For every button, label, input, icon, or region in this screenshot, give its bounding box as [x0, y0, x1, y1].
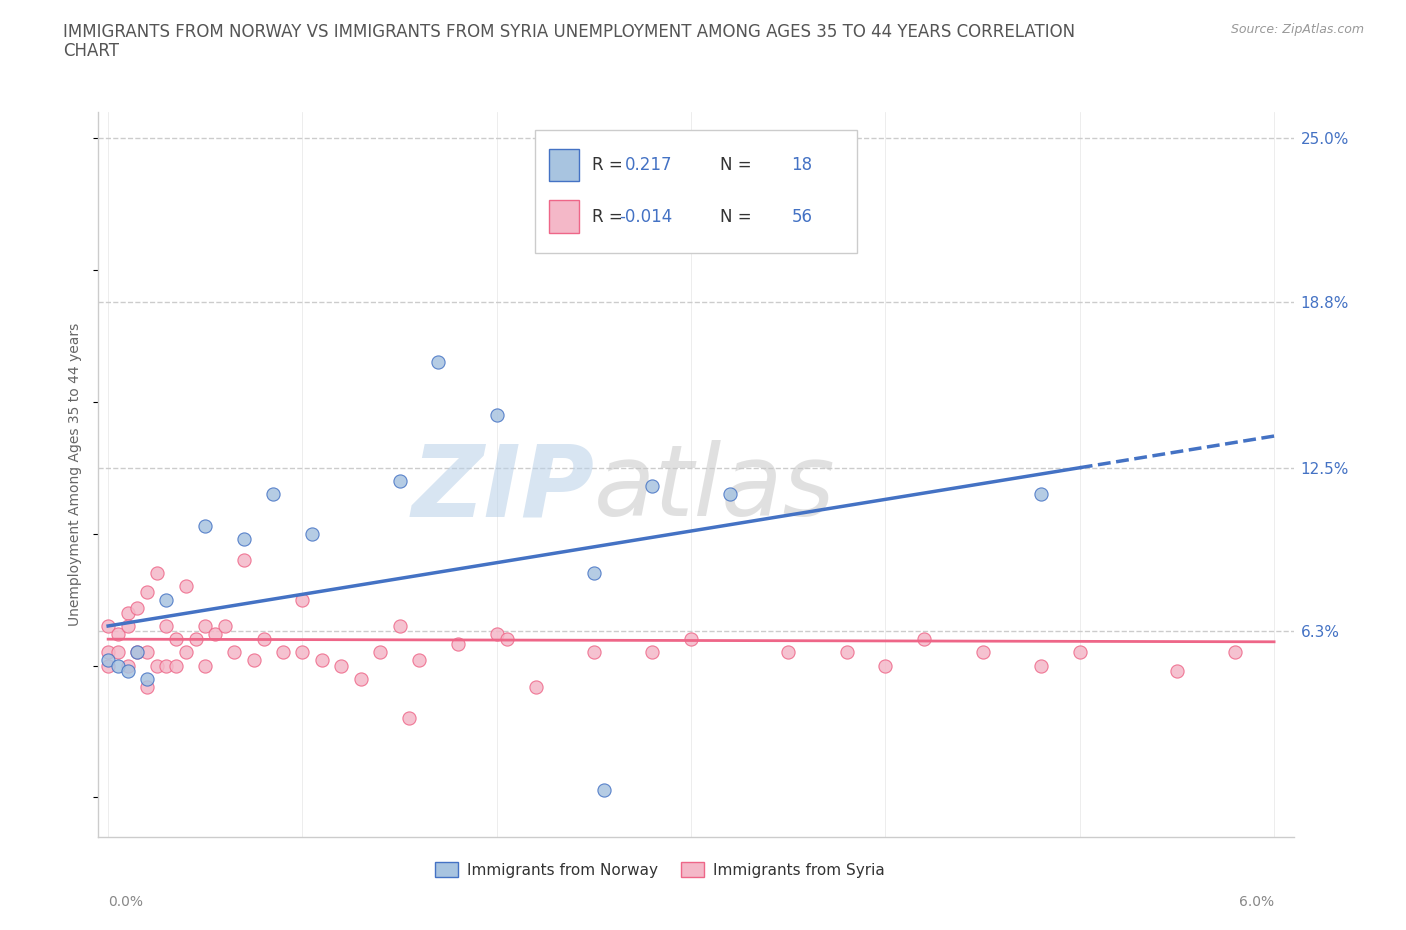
- Point: [155, 618, 177, 633]
- Point: [224, 644, 246, 659]
- Text: 0.0%: 0.0%: [108, 895, 143, 909]
- Point: [136, 644, 159, 659]
- Point: [388, 618, 411, 633]
- Point: [1069, 644, 1091, 659]
- Point: [194, 658, 217, 673]
- Text: 0.217: 0.217: [624, 156, 672, 174]
- Point: [127, 644, 149, 659]
- Point: [117, 618, 139, 633]
- Point: [136, 584, 159, 599]
- Point: [136, 671, 159, 686]
- Point: [408, 653, 430, 668]
- Point: [641, 644, 664, 659]
- Text: IMMIGRANTS FROM NORWAY VS IMMIGRANTS FROM SYRIA UNEMPLOYMENT AMONG AGES 35 TO 44: IMMIGRANTS FROM NORWAY VS IMMIGRANTS FRO…: [63, 23, 1076, 41]
- Text: R =: R =: [592, 156, 623, 174]
- Point: [214, 618, 236, 633]
- Point: [204, 627, 226, 642]
- Point: [592, 782, 614, 797]
- Point: [194, 618, 217, 633]
- Point: [243, 653, 266, 668]
- Point: [718, 486, 741, 501]
- Point: [368, 644, 391, 659]
- Point: [291, 592, 314, 607]
- Point: [117, 605, 139, 620]
- Text: -0.014: -0.014: [619, 207, 672, 226]
- Legend: Immigrants from Norway, Immigrants from Syria: Immigrants from Norway, Immigrants from …: [429, 856, 891, 884]
- Text: 56: 56: [792, 207, 813, 226]
- FancyBboxPatch shape: [534, 130, 858, 253]
- Point: [582, 644, 605, 659]
- Point: [233, 531, 256, 546]
- Point: [97, 618, 120, 633]
- Point: [145, 565, 167, 580]
- Point: [495, 631, 517, 646]
- Y-axis label: Unemployment Among Ages 35 to 44 years: Unemployment Among Ages 35 to 44 years: [69, 323, 83, 626]
- Point: [107, 627, 129, 642]
- Point: [271, 644, 294, 659]
- Point: [155, 592, 177, 607]
- Point: [447, 637, 470, 652]
- Point: [252, 631, 274, 646]
- Text: 18: 18: [792, 156, 813, 174]
- Point: [233, 552, 256, 567]
- Point: [291, 644, 314, 659]
- Point: [485, 627, 508, 642]
- Point: [107, 658, 129, 673]
- Point: [262, 486, 284, 501]
- Point: [427, 354, 450, 369]
- FancyBboxPatch shape: [548, 149, 579, 181]
- Point: [117, 658, 139, 673]
- Point: [681, 631, 703, 646]
- Point: [398, 711, 420, 725]
- Point: [350, 671, 373, 686]
- Point: [330, 658, 353, 673]
- Text: N =: N =: [720, 156, 751, 174]
- Point: [117, 663, 139, 678]
- Point: [912, 631, 935, 646]
- Point: [301, 526, 323, 541]
- Point: [875, 658, 897, 673]
- Text: 6.0%: 6.0%: [1239, 895, 1274, 909]
- Point: [524, 679, 547, 694]
- FancyBboxPatch shape: [548, 201, 579, 233]
- Point: [1166, 663, 1188, 678]
- Text: atlas: atlas: [595, 440, 837, 538]
- Point: [194, 518, 217, 533]
- Point: [388, 473, 411, 488]
- Text: CHART: CHART: [63, 42, 120, 60]
- Text: Source: ZipAtlas.com: Source: ZipAtlas.com: [1230, 23, 1364, 36]
- Point: [1029, 486, 1052, 501]
- Text: ZIP: ZIP: [412, 440, 595, 538]
- Text: N =: N =: [720, 207, 751, 226]
- Point: [165, 658, 187, 673]
- Point: [145, 658, 167, 673]
- Point: [485, 407, 508, 422]
- Point: [582, 565, 605, 580]
- Point: [1225, 644, 1247, 659]
- Point: [155, 658, 177, 673]
- Point: [835, 644, 858, 659]
- Point: [778, 644, 800, 659]
- Point: [97, 644, 120, 659]
- Point: [97, 658, 120, 673]
- Point: [641, 479, 664, 494]
- Point: [1029, 658, 1052, 673]
- Point: [174, 644, 197, 659]
- Text: R =: R =: [592, 207, 623, 226]
- Point: [174, 579, 197, 594]
- Point: [97, 653, 120, 668]
- Point: [972, 644, 994, 659]
- Point: [136, 679, 159, 694]
- Point: [107, 644, 129, 659]
- Point: [311, 653, 333, 668]
- Point: [165, 631, 187, 646]
- Point: [127, 644, 149, 659]
- Point: [184, 631, 207, 646]
- Point: [127, 600, 149, 615]
